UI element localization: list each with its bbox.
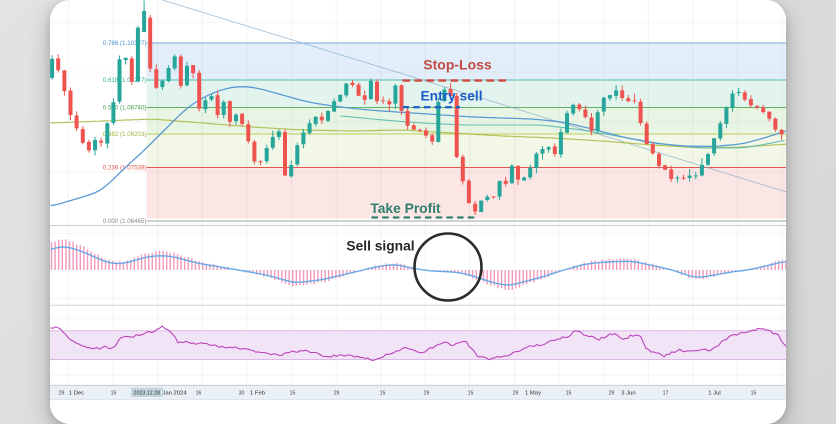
svg-text:15: 15	[110, 390, 116, 396]
svg-text:Sell signal: Sell signal	[346, 239, 414, 254]
svg-text:1 May: 1 May	[524, 391, 540, 397]
svg-text:Take Profit: Take Profit	[370, 201, 441, 216]
svg-text:29: 29	[423, 390, 429, 396]
svg-text:29: 29	[333, 390, 339, 396]
svg-text:1 Jul: 1 Jul	[708, 391, 720, 397]
svg-text:15: 15	[565, 390, 571, 396]
svg-text:0.000 (1.06465): 0.000 (1.06465)	[102, 218, 146, 225]
svg-text:15: 15	[467, 390, 473, 396]
svg-text:0.786 (1.10327): 0.786 (1.10327)	[102, 40, 146, 47]
svg-text:15: 15	[750, 390, 756, 396]
svg-text:15: 15	[379, 390, 385, 396]
svg-text:0.500 (1.08740): 0.500 (1.08740)	[102, 105, 146, 112]
svg-text:Entry sell: Entry sell	[420, 89, 482, 104]
svg-text:29: 29	[58, 390, 64, 396]
svg-text:1 Dec: 1 Dec	[68, 391, 83, 397]
svg-text:16: 16	[195, 390, 201, 396]
svg-text:15: 15	[289, 390, 295, 396]
svg-text:17: 17	[662, 390, 668, 396]
svg-text:3 Jun: 3 Jun	[621, 391, 635, 397]
svg-text:30: 30	[238, 390, 244, 396]
svg-text:Jan 2024: Jan 2024	[162, 391, 187, 397]
svg-text:29: 29	[608, 390, 614, 396]
svg-text:29: 29	[512, 390, 518, 396]
svg-text:0.382 (1.08203): 0.382 (1.08203)	[102, 131, 146, 138]
svg-text:0.618 (1.09277): 0.618 (1.09277)	[102, 77, 146, 84]
svg-text:1 Feb: 1 Feb	[249, 391, 265, 397]
svg-text:Stop-Loss: Stop-Loss	[423, 57, 492, 73]
svg-text:2023.12.28: 2023.12.28	[133, 390, 160, 396]
